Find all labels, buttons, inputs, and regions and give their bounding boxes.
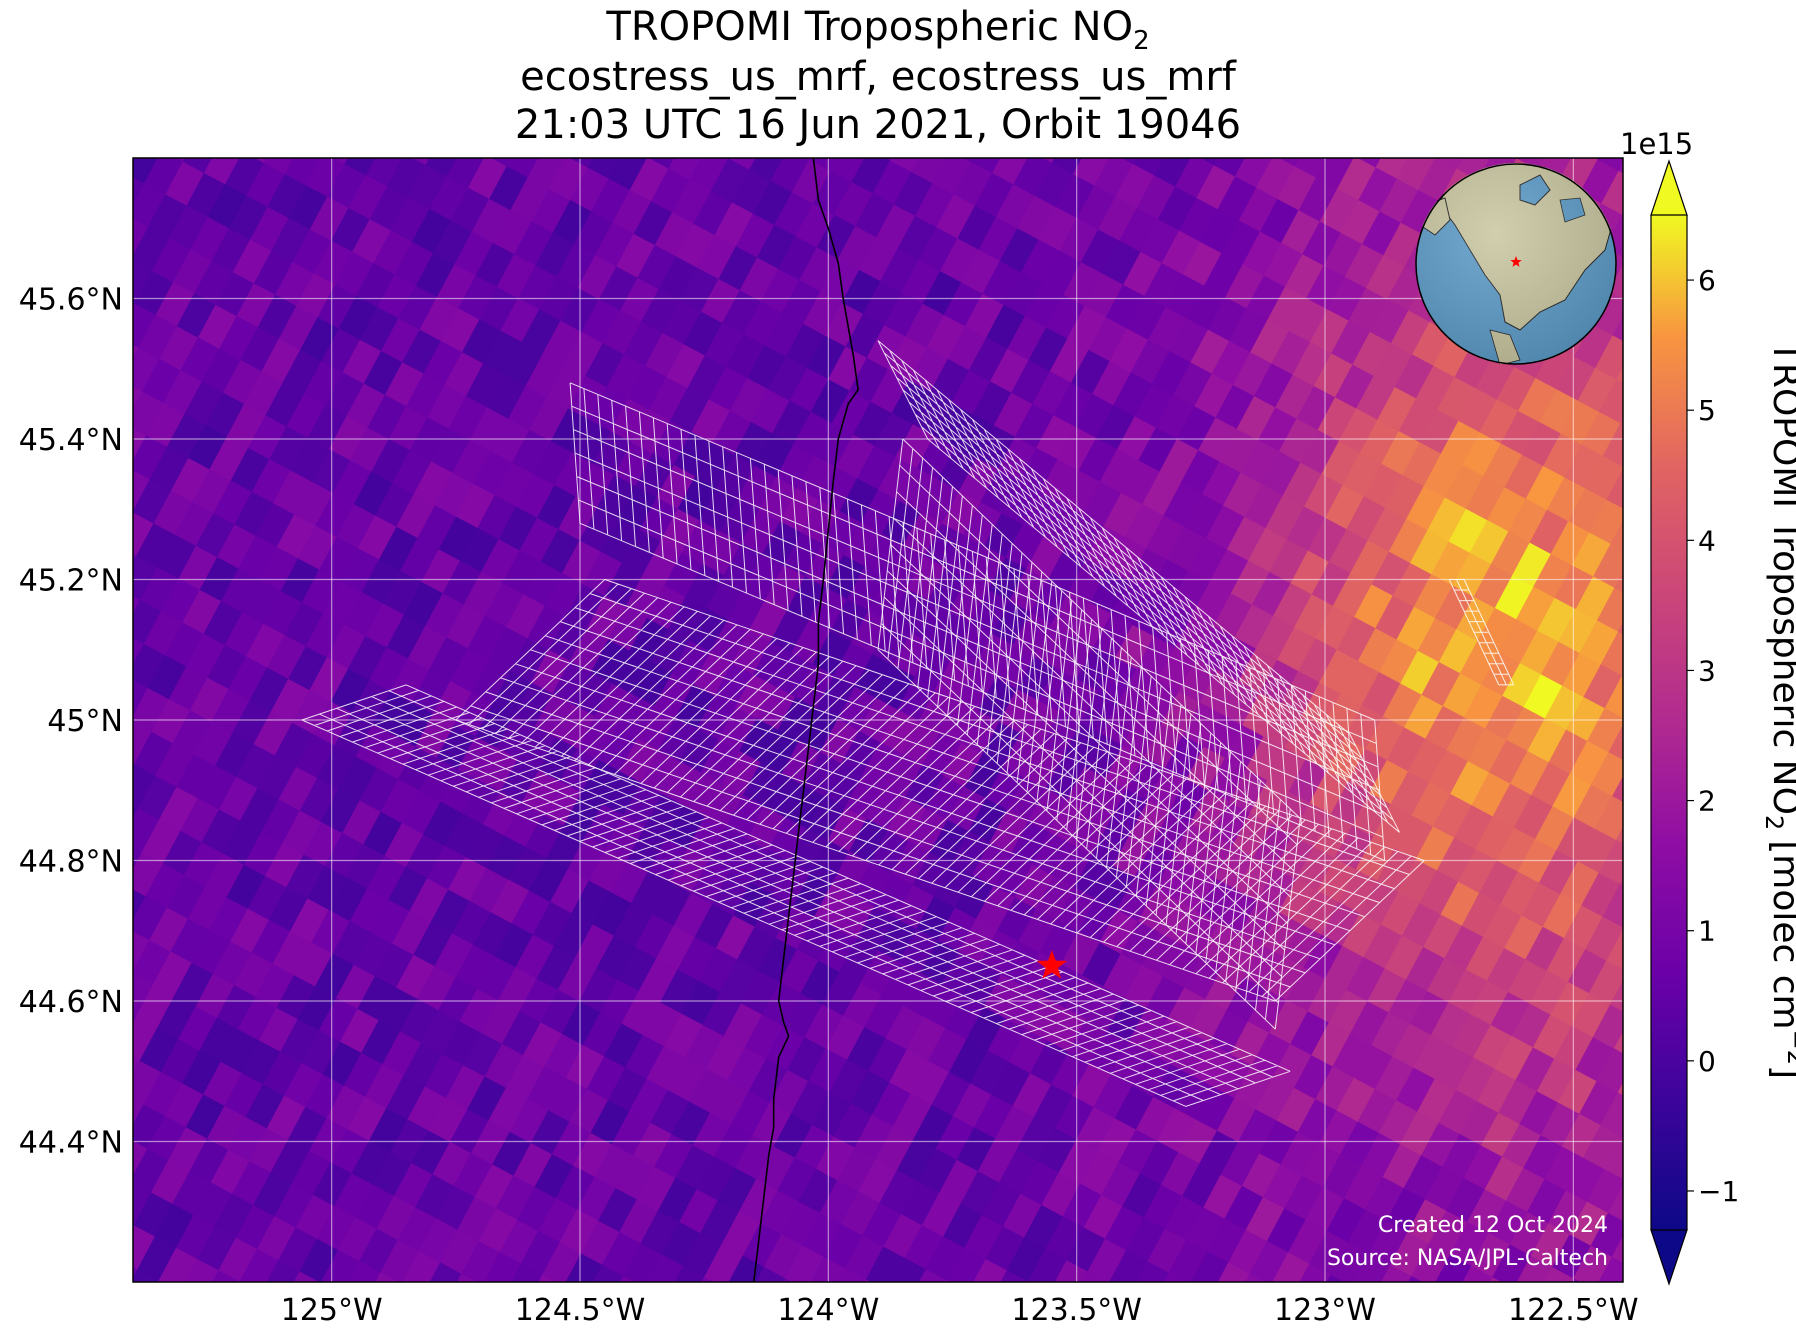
x-tick-label: 123°W [1274, 1293, 1376, 1328]
y-axis: 45.6°N 45.4°N 45.2°N 45°N 44.8°N 44.6°N 44.4°N [19, 283, 123, 1161]
colorbar-tick-label: −1 [1698, 1175, 1739, 1208]
colorbar-tick-label: 4 [1698, 524, 1716, 557]
colorbar-tick-label: 1 [1698, 915, 1716, 948]
map-frame [132, 157, 1624, 1283]
y-tick-label: 45°N [47, 704, 123, 739]
map-title: TROPOMI Tropospheric NO2 [133, 4, 1623, 64]
y-tick-label: 45.6°N [19, 283, 123, 318]
source-credit: Source: NASA/JPL-Caltech [1327, 1246, 1608, 1271]
x-tick-label: 125°W [281, 1293, 383, 1328]
x-tick-label: 122.5°W [1508, 1293, 1639, 1328]
colorbar-tick-label: 3 [1698, 654, 1716, 687]
colorbar-extend-max [1650, 159, 1688, 216]
no2-pixel-layer [133, 158, 1623, 1282]
x-tick-label: 124.5°W [515, 1293, 646, 1328]
colorbar-ticks: −1 0 1 2 3 4 5 6 [1687, 264, 1739, 1208]
gridlines [133, 158, 1623, 1282]
colorbar-extend-min [1650, 1229, 1688, 1286]
swath-outline-layer [301, 340, 1515, 1107]
title-text: TROPOMI Tropospheric NO [606, 4, 1134, 50]
colorbar-tick-label: 6 [1698, 264, 1716, 297]
colorbar-multiplier: 1e15 [1620, 127, 1693, 161]
colorbar-tick-label: 2 [1698, 785, 1716, 818]
colorbar-tick-label: 0 [1698, 1045, 1716, 1078]
colorbar: −1 0 1 2 3 4 5 6 1e15 TROPOMI Tropospheric NO2[… [1620, 127, 1796, 1286]
colorbar-tick-label: 5 [1698, 394, 1716, 427]
map-subtitle-sources: ecostress_us_mrf, ecostress_us_mrf [520, 54, 1236, 100]
x-tick-label: 123.5°W [1011, 1293, 1142, 1328]
map-subtitle-time-orbit: 21:03 UTC 16 Jun 2021, Orbit 19046 [514, 102, 1242, 148]
created-date: Created 12 Oct 2024 [1378, 1213, 1608, 1238]
map-panel[interactable] [73, 96, 1683, 1328]
x-tick-label: 124°W [777, 1293, 879, 1328]
x-axis: 125°W 124.5°W 124°W 123.5°W 123°W 122.5°W [281, 1293, 1639, 1328]
y-tick-label: 44.8°N [19, 845, 123, 880]
site-marker-star [1036, 949, 1068, 979]
y-tick-label: 45.4°N [19, 423, 123, 458]
coastline [753, 158, 859, 1282]
colorbar-label: TROPOMI Tropospheric NO2[molec cm−2] [1760, 340, 1796, 1079]
y-tick-label: 44.6°N [19, 985, 123, 1020]
y-tick-label: 45.2°N [19, 564, 123, 599]
colorbar-gradient [1651, 215, 1687, 1230]
y-tick-label: 44.4°N [19, 1126, 123, 1161]
title-subscript: 2 [1133, 26, 1150, 56]
globe-location-star [1510, 256, 1522, 267]
